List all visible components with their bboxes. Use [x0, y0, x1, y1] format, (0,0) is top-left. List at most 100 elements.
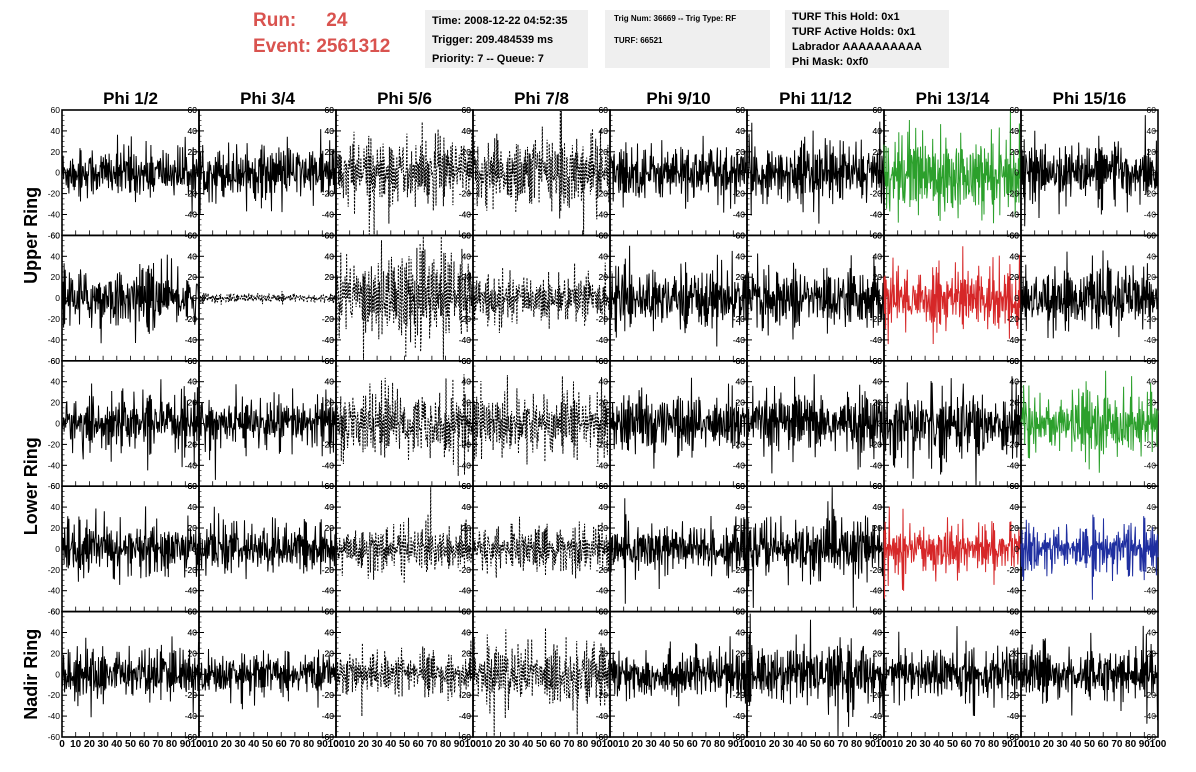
- turf-this-hold-text: TURF This Hold: 0x1: [792, 11, 900, 23]
- y-tick-label: -40: [185, 210, 198, 220]
- y-tick-label: -40: [185, 335, 198, 345]
- y-tick-label: 20: [188, 648, 198, 658]
- y-tick-label: -20: [1144, 690, 1157, 700]
- run-label: Run:: [253, 10, 297, 31]
- waveform-trace: [746, 487, 885, 608]
- y-tick-label: -20: [1007, 189, 1020, 199]
- y-tick-label: 60: [599, 105, 609, 115]
- x-tick-label: 60: [139, 739, 151, 750]
- y-tick-label: -40: [185, 711, 198, 721]
- y-tick-label: -20: [48, 314, 61, 324]
- y-tick-label: -40: [596, 335, 609, 345]
- y-tick-label: -20: [459, 565, 472, 575]
- y-tick-label: 40: [873, 628, 883, 638]
- y-tick-label: 40: [873, 502, 883, 512]
- y-tick-label: 40: [188, 502, 198, 512]
- y-tick-label: 40: [462, 502, 472, 512]
- waveform-trace: [61, 506, 200, 585]
- y-tick-label: -40: [48, 335, 61, 345]
- y-tick-label: -40: [459, 335, 472, 345]
- y-tick-label: -60: [48, 481, 61, 491]
- x-tick-label: 80: [577, 739, 589, 750]
- y-tick-label: 40: [188, 628, 198, 638]
- y-tick-label: 20: [736, 398, 746, 408]
- y-tick-label: -20: [596, 439, 609, 449]
- y-tick-label: 40: [1147, 126, 1157, 136]
- waveform-trace: [472, 516, 611, 579]
- y-tick-label: 60: [1010, 356, 1020, 366]
- y-tick-label: 60: [1147, 607, 1157, 617]
- x-tick-label: 20: [1043, 739, 1055, 750]
- x-tick-label: 100: [1013, 739, 1030, 750]
- y-tick-label: 40: [462, 628, 472, 638]
- x-tick-label: 70: [974, 739, 986, 750]
- y-tick-label: 0: [466, 544, 471, 554]
- y-tick-label: 20: [736, 648, 746, 658]
- y-tick-label: 60: [188, 105, 198, 115]
- y-tick-label: 40: [51, 377, 61, 387]
- column-header: Phi 3/4: [240, 89, 295, 108]
- y-tick-label: 60: [599, 481, 609, 491]
- x-tick-label: 90: [180, 739, 192, 750]
- x-tick-label: 0: [196, 739, 202, 750]
- y-tick-label: 0: [603, 419, 608, 429]
- y-tick-label: 40: [599, 628, 609, 638]
- y-tick-label: -40: [733, 210, 746, 220]
- y-tick-label: 60: [873, 607, 883, 617]
- x-tick-label: 100: [328, 739, 345, 750]
- y-tick-label: -40: [48, 586, 61, 596]
- y-tick-label: -20: [1007, 565, 1020, 575]
- y-tick-label: 20: [599, 147, 609, 157]
- y-tick-label: 40: [599, 377, 609, 387]
- y-tick-label: -20: [870, 565, 883, 575]
- y-tick-label: 20: [599, 523, 609, 533]
- y-tick-label: -20: [459, 690, 472, 700]
- y-tick-label: -40: [48, 210, 61, 220]
- waveform-trace: [883, 506, 1022, 599]
- waveform-trace: [335, 487, 474, 584]
- x-tick-label: 20: [221, 739, 233, 750]
- waveform-trace: [746, 253, 885, 340]
- time-text: Time: 2008-12-22 04:52:35: [432, 15, 568, 27]
- y-tick-label: 20: [736, 147, 746, 157]
- y-tick-label: -60: [596, 732, 609, 742]
- y-tick-label: 40: [462, 377, 472, 387]
- y-tick-label: 0: [603, 419, 608, 429]
- x-tick-label: 70: [289, 739, 301, 750]
- y-tick-label: 60: [325, 105, 335, 115]
- y-tick-label: -60: [1007, 732, 1020, 742]
- y-tick-label: 60: [462, 105, 472, 115]
- y-tick-label: 40: [1147, 377, 1157, 387]
- x-tick-label: 30: [920, 739, 932, 750]
- turf-text: TURF: 66521: [614, 36, 663, 45]
- y-tick-label: -40: [459, 586, 472, 596]
- y-tick-label: 40: [1010, 377, 1020, 387]
- y-tick-label: 60: [599, 481, 609, 491]
- y-tick-label: 20: [188, 272, 198, 282]
- y-tick-label: 60: [462, 607, 472, 617]
- y-tick-label: -20: [322, 189, 335, 199]
- y-tick-label: -40: [596, 586, 609, 596]
- column-header: Phi 13/14: [916, 89, 990, 108]
- y-tick-label: 60: [736, 230, 746, 240]
- y-tick-label: -60: [459, 732, 472, 742]
- y-tick-label: 40: [325, 251, 335, 261]
- y-tick-label: 0: [466, 669, 471, 679]
- y-tick-label: 40: [873, 377, 883, 387]
- y-tick-label: 0: [192, 293, 197, 303]
- y-tick-label: -40: [733, 711, 746, 721]
- y-tick-label: 60: [325, 607, 335, 617]
- x-tick-label: 80: [988, 739, 1000, 750]
- y-tick-label: 40: [599, 377, 609, 387]
- y-tick-label: 20: [736, 272, 746, 282]
- y-tick-label: 60: [462, 481, 472, 491]
- y-tick-label: 40: [462, 126, 472, 136]
- y-tick-label: -60: [733, 732, 746, 742]
- waveform-trace: [609, 636, 748, 708]
- y-tick-label: 20: [1147, 523, 1157, 533]
- x-tick-label: 70: [1111, 739, 1123, 750]
- y-tick-label: 40: [736, 126, 746, 136]
- y-tick-label: 60: [1010, 105, 1020, 115]
- x-tick-label: 60: [276, 739, 288, 750]
- y-tick-label: 40: [188, 251, 198, 261]
